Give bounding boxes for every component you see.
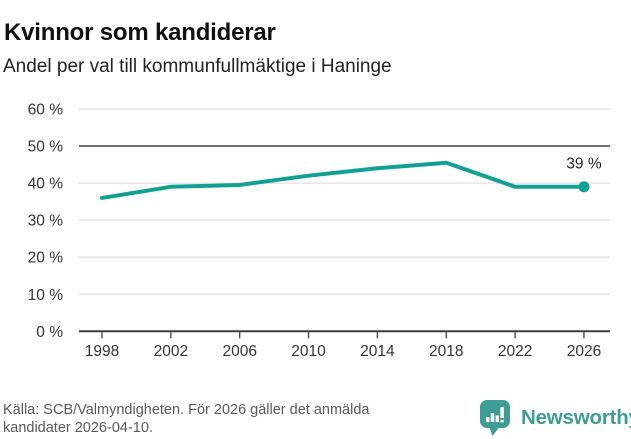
y-tick-label: 60 % — [28, 102, 64, 119]
x-tick-label: 2022 — [498, 343, 532, 360]
newsworthy-wordmark: Newsworthy — [521, 406, 631, 429]
y-tick-label: 30 % — [28, 213, 64, 230]
x-tick-label: 2026 — [567, 343, 601, 360]
x-tick-label: 2014 — [360, 343, 395, 360]
y-tick-label: 20 % — [28, 250, 64, 267]
x-tick-label: 2010 — [291, 343, 326, 360]
y-tick-label: 10 % — [28, 287, 64, 304]
source-line-1: Källa: SCB/Valmyndigheten. För 2026 gäll… — [3, 402, 370, 418]
x-tick-label: 2018 — [429, 343, 463, 360]
chart-area: 60 % 50 % 40 % 30 % 20 % 10 % 0 % 1998 2002 2006 2… — [0, 95, 631, 380]
y-tick-label: 40 % — [28, 176, 64, 193]
x-tick-label: 2002 — [154, 343, 188, 360]
chart-title: Kvinnor som kandiderar — [4, 19, 276, 47]
data-line — [100, 160, 586, 200]
newsworthy-logo: Newsworthy — [479, 399, 631, 437]
x-tick-label: 1998 — [85, 343, 119, 360]
source-line-2: kandidater 2026-04-10. — [3, 420, 153, 436]
end-value-label: 39 % — [566, 155, 602, 172]
chart-subtitle: Andel per val till kommunfullmäktige i H… — [3, 56, 392, 77]
x-tick-label: 2006 — [222, 343, 256, 360]
line-chart: 60 % 50 % 40 % 30 % 20 % 10 % 0 % 1998 2002 2006 2… — [28, 102, 610, 360]
y-tick-label: 0 % — [36, 324, 63, 341]
end-point-dot — [578, 181, 590, 193]
source-note: Källa: SCB/Valmyndigheten. För 2026 gäll… — [3, 401, 473, 437]
newsworthy-bubble-chart-icon — [480, 400, 510, 436]
y-tick-label: 50 % — [28, 139, 64, 156]
